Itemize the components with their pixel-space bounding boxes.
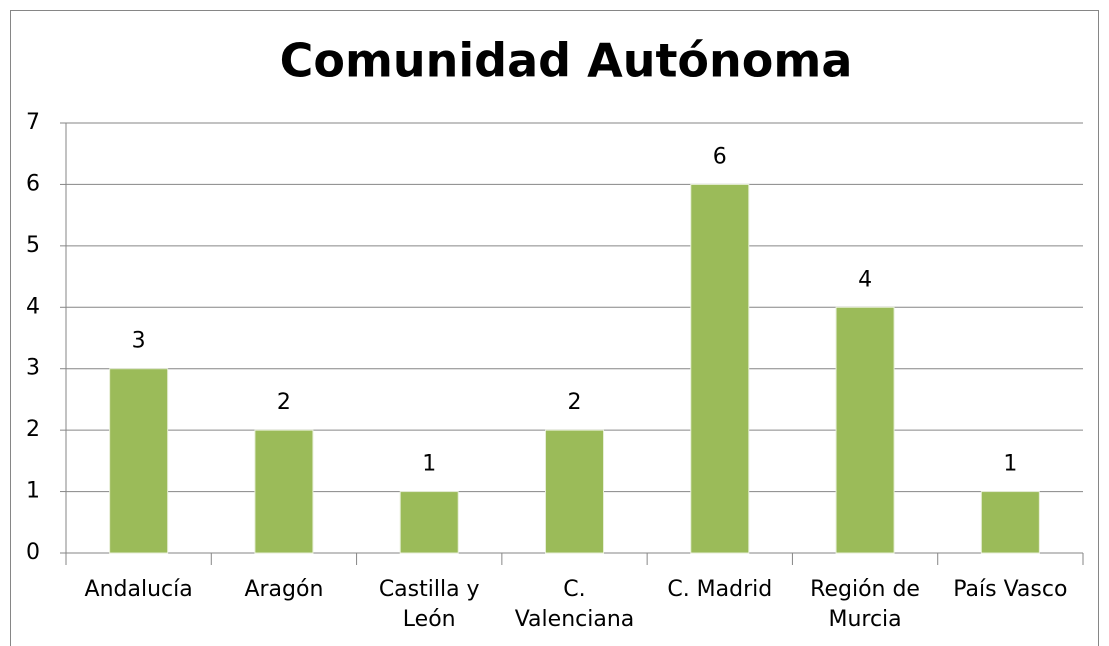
y-tick-label: 6 [26, 171, 40, 196]
bar [835, 306, 895, 554]
bar [109, 368, 169, 554]
data-label: 2 [568, 390, 582, 415]
x-tick-label: Aragón [244, 577, 324, 602]
x-tick-label: Castilla y León [378, 577, 480, 632]
y-tick-label: 7 [26, 110, 40, 135]
y-tick-label: 4 [26, 294, 40, 319]
y-tick-label: 1 [26, 479, 40, 504]
y-tick-label: 2 [26, 417, 40, 442]
bar [399, 491, 459, 554]
x-tick-label: C. Madrid [667, 577, 773, 602]
x-tick-label: Región de Murcia [810, 577, 920, 632]
x-tick-label: País Vasco [953, 577, 1068, 602]
data-label: 1 [422, 452, 436, 477]
data-label: 6 [713, 144, 727, 169]
y-tick-label: 3 [26, 356, 40, 381]
chart-title: Comunidad Autónoma [280, 34, 853, 88]
data-label: 4 [858, 267, 872, 292]
y-tick-label: 5 [26, 233, 40, 258]
x-tick-label: Andalucía [84, 577, 193, 602]
data-label: 3 [132, 329, 146, 354]
bar [690, 183, 750, 554]
x-tick-label: C. Valenciana [514, 577, 635, 632]
data-label: 2 [277, 390, 291, 415]
bar [254, 429, 314, 554]
y-tick-label: 0 [26, 540, 40, 565]
bar [545, 429, 604, 554]
bar [980, 491, 1040, 554]
data-label: 1 [1003, 452, 1017, 477]
